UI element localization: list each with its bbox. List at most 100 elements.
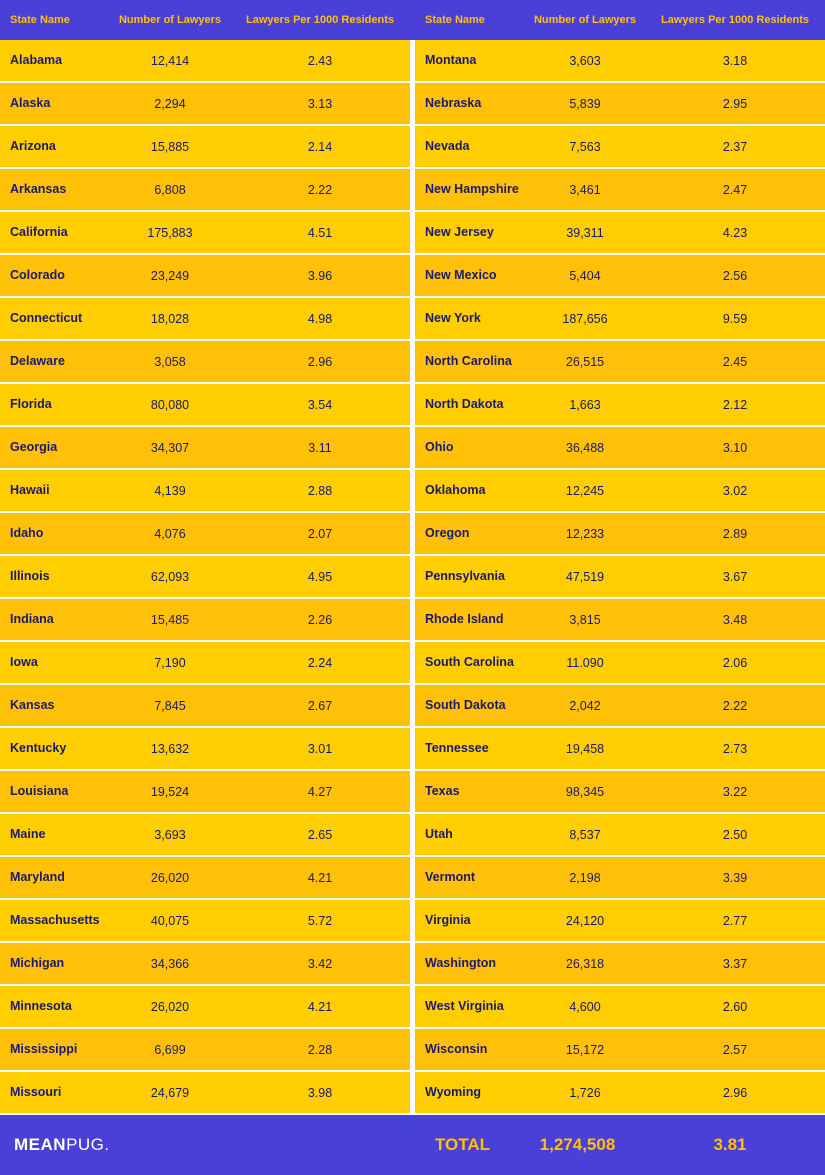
brand-logo: MEANPUG. — [0, 1135, 410, 1155]
lawyer-count: 80,080 — [110, 398, 230, 412]
brand-bold: MEAN — [14, 1135, 66, 1154]
lawyer-count: 34,307 — [110, 441, 230, 455]
lawyers-per-1000: 2.43 — [230, 54, 410, 68]
total-per1000: 3.81 — [640, 1135, 820, 1155]
header-per1000-right: Lawyers Per 1000 Residents — [645, 14, 825, 26]
lawyers-per-1000: 3.96 — [230, 269, 410, 283]
lawyers-per-1000: 2.67 — [230, 699, 410, 713]
lawyers-per-1000: 2.73 — [645, 742, 825, 756]
table-row: Kansas7,8452.67 — [0, 685, 410, 728]
table-row: Pennsylvania47,5193.67 — [415, 556, 825, 599]
state-name: Mississippi — [0, 1042, 110, 1056]
header-lawyers-right: Number of Lawyers — [525, 14, 645, 26]
lawyer-count: 34,366 — [110, 957, 230, 971]
lawyer-count: 4,600 — [525, 1000, 645, 1014]
state-name: Delaware — [0, 354, 110, 368]
state-name: Rhode Island — [415, 612, 525, 626]
state-name: Alaska — [0, 96, 110, 110]
state-name: South Dakota — [415, 698, 525, 712]
table-row: Oregon12,2332.89 — [415, 513, 825, 556]
lawyers-per-1000: 2.95 — [645, 97, 825, 111]
lawyer-count: 15,485 — [110, 613, 230, 627]
state-name: Washington — [415, 956, 525, 970]
lawyer-count: 12,414 — [110, 54, 230, 68]
lawyer-count: 15,172 — [525, 1043, 645, 1057]
lawyers-per-1000: 2.96 — [645, 1086, 825, 1100]
lawyer-count: 23,249 — [110, 269, 230, 283]
table-row: Texas98,3453.22 — [415, 771, 825, 814]
table-row: Arkansas6,8082.22 — [0, 169, 410, 212]
lawyer-count: 6,699 — [110, 1043, 230, 1057]
lawyer-count: 7,190 — [110, 656, 230, 670]
table-row: Mississippi6,6992.28 — [0, 1029, 410, 1072]
lawyer-count: 26,020 — [110, 1000, 230, 1014]
lawyers-per-1000: 4.21 — [230, 871, 410, 885]
lawyers-per-1000: 2.26 — [230, 613, 410, 627]
header-per1000-left: Lawyers Per 1000 Residents — [230, 14, 410, 26]
table-row: Idaho4,0762.07 — [0, 513, 410, 556]
state-name: Pennsylvania — [415, 569, 525, 583]
table-row: Montana3,6033.18 — [415, 40, 825, 83]
table-row: Delaware3,0582.96 — [0, 341, 410, 384]
lawyer-count: 7,845 — [110, 699, 230, 713]
table-row: Rhode Island3,8153.48 — [415, 599, 825, 642]
lawyers-per-1000: 4.51 — [230, 226, 410, 240]
table-row: South Carolina11.0902.06 — [415, 642, 825, 685]
lawyers-per-1000: 2.96 — [230, 355, 410, 369]
lawyers-per-1000: 3.37 — [645, 957, 825, 971]
state-name: Maine — [0, 827, 110, 841]
table-row: Washington26,3183.37 — [415, 943, 825, 986]
lawyer-count: 3,693 — [110, 828, 230, 842]
lawyers-per-1000: 3.13 — [230, 97, 410, 111]
table-row: Colorado23,2493.96 — [0, 255, 410, 298]
lawyers-per-1000: 2.77 — [645, 914, 825, 928]
brand-thin: PUG. — [66, 1135, 110, 1154]
table-row: Kentucky13,6323.01 — [0, 728, 410, 771]
lawyer-count: 187,656 — [525, 312, 645, 326]
lawyer-count: 36,488 — [525, 441, 645, 455]
lawyer-count: 26,318 — [525, 957, 645, 971]
header-state-left: State Name — [0, 14, 110, 26]
state-name: Indiana — [0, 612, 110, 626]
table-row: Alabama12,4142.43 — [0, 40, 410, 83]
lawyer-count: 4,076 — [110, 527, 230, 541]
state-name: Florida — [0, 397, 110, 411]
state-name: Colorado — [0, 268, 110, 282]
lawyers-per-1000: 2.22 — [645, 699, 825, 713]
table-row: Florida80,0803.54 — [0, 384, 410, 427]
lawyers-per-1000: 2.07 — [230, 527, 410, 541]
table-row: Wisconsin15,1722.57 — [415, 1029, 825, 1072]
table-row: Indiana15,4852.26 — [0, 599, 410, 642]
state-name: Vermont — [415, 870, 525, 884]
table-row: Utah8,5372.50 — [415, 814, 825, 857]
state-name: Virginia — [415, 913, 525, 927]
state-name: Michigan — [0, 956, 110, 970]
table-body: Alabama12,4142.43Alaska2,2943.13Arizona1… — [0, 40, 825, 1115]
lawyer-count: 4,139 — [110, 484, 230, 498]
table-row: South Dakota2,0422.22 — [415, 685, 825, 728]
table-row: Alaska2,2943.13 — [0, 83, 410, 126]
table-row: Illinois62,0934.95 — [0, 556, 410, 599]
table-row: Virginia24,1202.77 — [415, 900, 825, 943]
table-row: Maine3,6932.65 — [0, 814, 410, 857]
state-name: Idaho — [0, 526, 110, 540]
lawyers-per-1000: 4.98 — [230, 312, 410, 326]
lawyers-per-1000: 2.56 — [645, 269, 825, 283]
state-name: Oregon — [415, 526, 525, 540]
state-name: Tennessee — [415, 741, 525, 755]
table-row: Ohio36,4883.10 — [415, 427, 825, 470]
lawyer-count: 12,233 — [525, 527, 645, 541]
table-row: Georgia34,3073.11 — [0, 427, 410, 470]
lawyer-count: 47,519 — [525, 570, 645, 584]
table-left-column: Alabama12,4142.43Alaska2,2943.13Arizona1… — [0, 40, 410, 1115]
state-name: California — [0, 225, 110, 239]
lawyers-per-1000: 2.88 — [230, 484, 410, 498]
lawyer-count: 175,883 — [110, 226, 230, 240]
table-right-column: Montana3,6033.18Nebraska5,8392.95Nevada7… — [415, 40, 825, 1115]
lawyer-count: 24,120 — [525, 914, 645, 928]
lawyer-count: 3,461 — [525, 183, 645, 197]
lawyers-per-1000: 9.59 — [645, 312, 825, 326]
lawyer-count: 40,075 — [110, 914, 230, 928]
lawyer-count: 11.090 — [525, 656, 645, 670]
state-name: Texas — [415, 784, 525, 798]
